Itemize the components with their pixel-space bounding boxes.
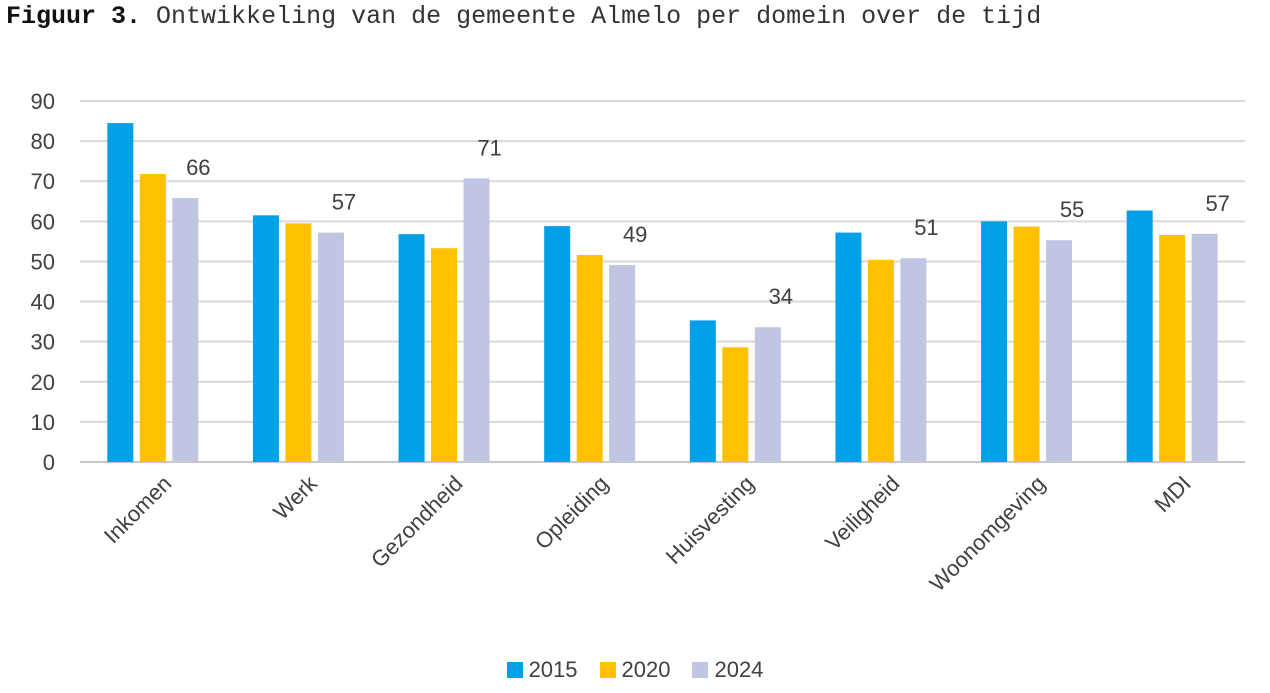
bar-2020-gezondheid [431, 248, 458, 462]
bar-2015-inkomen [107, 123, 134, 463]
data-label: 57 [1205, 191, 1229, 216]
legend-label: 2024 [714, 657, 764, 682]
y-tick-label: 0 [43, 450, 55, 475]
y-tick-label: 60 [31, 209, 55, 234]
bar-2024-werk [317, 232, 344, 462]
figure-number: Figuur 3. [6, 2, 142, 31]
bar-2020-inkomen [139, 174, 166, 462]
legend-label: 2020 [621, 657, 671, 682]
data-label: 49 [623, 222, 647, 247]
x-tick-label: Huisvesting [661, 471, 759, 569]
bar-2020-mdi [1159, 234, 1186, 462]
bar-2015-werk [252, 215, 279, 462]
bar-2024-inkomen [172, 198, 199, 462]
data-label: 55 [1060, 197, 1084, 222]
chart-legend: 2015 2020 2024 [0, 657, 1270, 683]
y-tick-label: 40 [31, 290, 55, 315]
bar-2020-woonomgeving [1013, 226, 1040, 462]
legend-item-2020: 2020 [599, 657, 671, 683]
figure-title: Ontwikkeling van de gemeente Almelo per … [156, 2, 1042, 31]
bar-2015-mdi [1126, 210, 1153, 462]
legend-swatch [599, 662, 616, 678]
bar-2015-veiligheid [835, 232, 862, 462]
data-label: 71 [477, 135, 501, 160]
bar-2024-woonomgeving [1046, 240, 1073, 462]
bar-2015-opleiding [544, 226, 571, 462]
y-tick-label: 70 [31, 169, 55, 194]
legend-swatch [506, 662, 523, 678]
x-tick-label: Woonomgeving [925, 471, 1050, 596]
y-tick-label: 30 [31, 330, 55, 355]
y-tick-label: 90 [31, 89, 55, 114]
x-tick-label: Opleiding [530, 471, 613, 554]
data-labels: 66 57 71 49 34 51 55 57 [186, 135, 1230, 309]
bar-2020-werk [285, 223, 312, 462]
y-axis-tick-labels: 0 10 20 30 40 50 60 70 80 90 [31, 89, 55, 475]
bars [107, 123, 1218, 463]
x-tick-label: MDI [1150, 471, 1196, 517]
bar-2015-gezondheid [398, 234, 425, 462]
x-tick-label: Werk [268, 470, 322, 524]
x-axis-tick-labels: Inkomen Werk Gezondheid Opleiding Huisvestin… [99, 470, 1196, 596]
bar-2024-gezondheid [463, 178, 490, 463]
figure-caption: Figuur 3. Ontwikkeling van de gemeente A… [6, 2, 1041, 31]
data-label: 66 [186, 155, 210, 180]
data-label: 34 [769, 284, 793, 309]
bar-2024-huisvesting [754, 327, 781, 462]
bar-2024-opleiding [609, 265, 636, 462]
y-tick-label: 20 [31, 370, 55, 395]
x-tick-label: Inkomen [99, 471, 176, 548]
bar-2024-mdi [1191, 233, 1218, 462]
bar-2015-huisvesting [689, 320, 716, 462]
bar-2020-huisvesting [722, 347, 749, 462]
legend-label: 2015 [528, 657, 578, 682]
y-tick-label: 50 [31, 249, 55, 274]
x-tick-label: Veiligheid [820, 471, 904, 555]
x-tick-label: Gezondheid [366, 471, 468, 573]
bar-2020-opleiding [576, 255, 603, 462]
data-label: 57 [332, 190, 356, 215]
legend-swatch [692, 662, 709, 678]
legend-item-2024: 2024 [692, 657, 763, 683]
y-tick-label: 80 [31, 129, 55, 154]
bar-2024-veiligheid [900, 258, 927, 462]
bar-2020-veiligheid [867, 259, 894, 462]
legend-item-2015: 2015 [506, 657, 578, 683]
data-label: 51 [914, 215, 938, 240]
bar-2015-woonomgeving [981, 221, 1008, 462]
y-tick-label: 10 [31, 410, 55, 435]
